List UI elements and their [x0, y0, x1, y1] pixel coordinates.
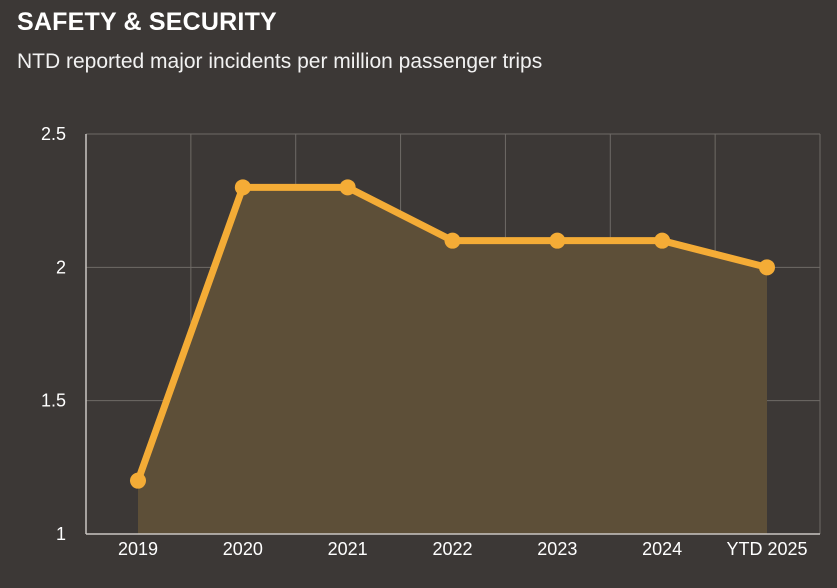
- area-fill: [138, 187, 767, 535]
- x-axis-tick-labels: 2019 2020 2021 2022 2023 2024 YTD 2025: [118, 539, 808, 559]
- y-tick-label: 2: [56, 257, 66, 277]
- chart-subtitle: NTD reported major incidents per million…: [17, 50, 543, 73]
- data-point-2024: [654, 232, 671, 249]
- data-point-2022: [444, 232, 461, 249]
- x-tick-label: YTD 2025: [726, 539, 807, 559]
- x-tick-label: 2023: [537, 539, 577, 559]
- y-axis-tick-labels: 1 1.5 2 2.5: [41, 124, 66, 544]
- x-tick-label: 2020: [223, 539, 263, 559]
- data-points: [130, 179, 775, 489]
- x-tick-label: 2021: [328, 539, 368, 559]
- x-tick-label: 2022: [432, 539, 472, 559]
- data-point-ytd-2025: [759, 259, 775, 276]
- y-tick-label: 2.5: [41, 124, 66, 144]
- x-tick-label: 2024: [642, 539, 682, 559]
- x-tick-label: 2019: [118, 539, 158, 559]
- y-tick-label: 1: [56, 524, 66, 544]
- y-tick-label: 1.5: [41, 391, 66, 411]
- data-point-2023: [549, 232, 566, 249]
- data-point-2021: [339, 179, 356, 196]
- data-point-2019: [130, 472, 146, 489]
- data-point-2020: [234, 179, 251, 196]
- chart-title: SAFETY & SECURITY: [17, 8, 277, 36]
- axes: [85, 134, 820, 535]
